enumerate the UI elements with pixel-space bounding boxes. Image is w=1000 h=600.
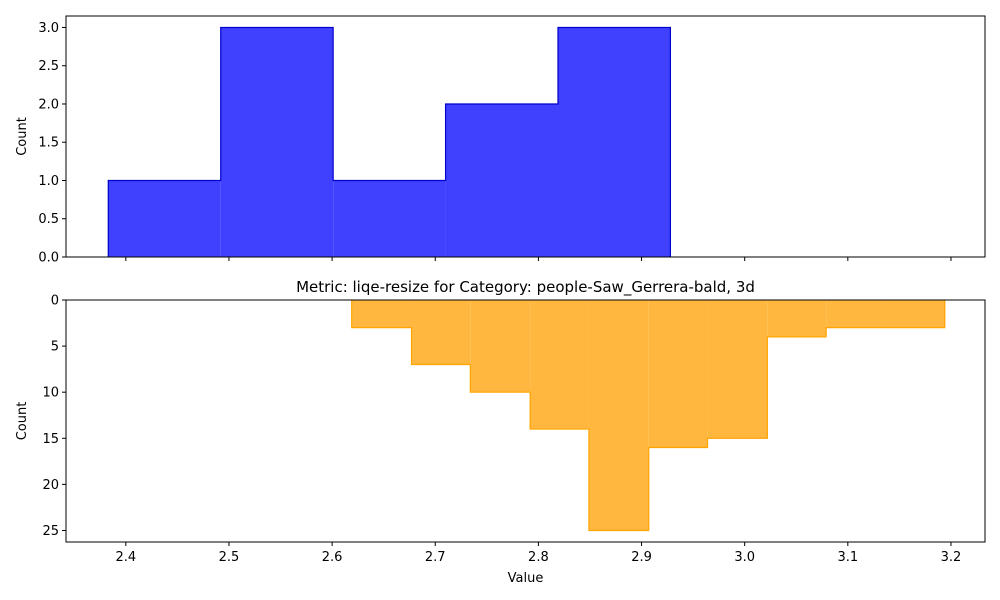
top-histogram-panel: 0.0 0.5 1.0 1.5 2.0 2.5 3.0 Count [15, 15, 986, 266]
histogram-outline [351, 300, 946, 532]
y-tick-label: 25 [42, 524, 59, 539]
y-tick-label: 5 [51, 340, 59, 355]
axes-frame [65, 15, 986, 258]
histogram-bar [220, 27, 334, 257]
y-axis-label: Count [15, 117, 30, 156]
x-tick-label: 2.8 [528, 550, 549, 565]
histogram-bar [333, 180, 446, 257]
y-tick-label: 0 [51, 294, 59, 309]
y-tick-label: 15 [42, 432, 59, 447]
y-tick-label: 1.0 [38, 174, 59, 189]
x-tick-label: 3.0 [734, 550, 755, 565]
histogram-bar [648, 300, 708, 448]
y-tick-label: 2.5 [38, 59, 59, 74]
histogram-bar [557, 27, 671, 257]
histogram-bar [707, 300, 768, 439]
histogram-bar [826, 300, 886, 328]
histogram-bar [588, 300, 649, 531]
histogram-bar [351, 300, 412, 328]
y-tick-label: 0.5 [38, 212, 59, 227]
y-tick-label: 10 [42, 386, 59, 401]
y-tick-label: 20 [42, 478, 59, 493]
bottom-histogram-panel: 0 5 10 15 20 25 2.4 2.5 2.6 2.7 2.8 2.9 3.0 3.1 3.2 Cou… [15, 278, 986, 586]
y-tick-label: 0.0 [38, 251, 59, 266]
x-tick-label: 2.7 [425, 550, 446, 565]
x-tick-label: 3.2 [941, 550, 962, 565]
x-tick-label: 2.9 [631, 550, 652, 565]
x-tick-label: 2.6 [322, 550, 343, 565]
x-axis-label: Value [508, 571, 544, 586]
x-tick-label: 2.5 [219, 550, 240, 565]
histogram-bar [411, 300, 471, 365]
chart-title: Metric: liqe-resize for Category: people… [296, 278, 755, 297]
y-axis-label: Count [15, 402, 30, 441]
histogram-bar [767, 300, 827, 337]
y-tick-label: 2.0 [38, 97, 59, 112]
histogram-bar [530, 300, 589, 430]
axes-frame [65, 299, 986, 543]
histogram-outline [107, 26, 672, 257]
histogram-bar [445, 103, 558, 257]
y-tick-label: 3.0 [38, 21, 59, 36]
y-tick-label: 1.5 [38, 136, 59, 151]
histogram-bar [885, 300, 945, 328]
histogram-bar [470, 300, 531, 393]
x-tick-label: 3.1 [837, 550, 858, 565]
x-tick-label: 2.4 [115, 550, 136, 565]
histogram-bar [108, 180, 221, 257]
